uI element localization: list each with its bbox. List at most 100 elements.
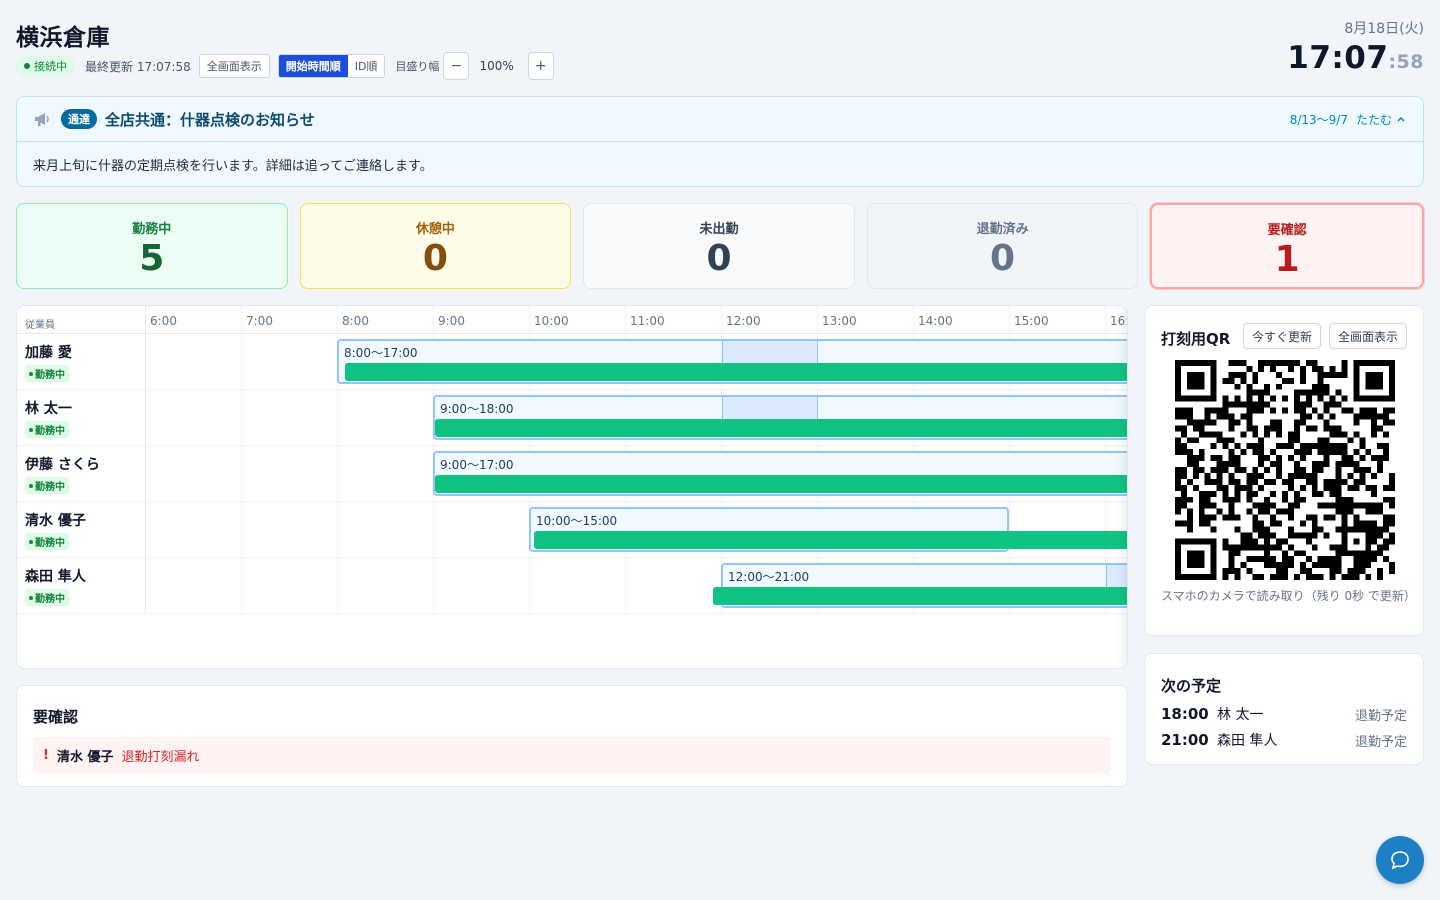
qr-module <box>1276 455 1283 462</box>
stat-working-label: 勤務中 <box>132 222 172 237</box>
stat-on-break[interactable]: 休憩中 0 <box>299 203 572 289</box>
qr-module <box>1175 562 1181 569</box>
hour-label: 16:00 <box>1110 314 1127 328</box>
qr-module <box>1317 461 1324 468</box>
qr-module <box>1329 401 1336 408</box>
timeline-row[interactable]: 伊藤 さくら 勤務中 9:00〜17:00 <box>17 446 1127 502</box>
qr-module <box>1293 461 1300 468</box>
qr-module <box>1389 520 1395 527</box>
qr-module <box>1252 467 1259 473</box>
timeline-row[interactable]: 清水 優子 勤務中 10:00〜15:00 <box>17 502 1127 558</box>
qr-module <box>1389 360 1395 366</box>
chat-button[interactable] <box>1376 836 1424 884</box>
qr-module <box>1192 419 1199 426</box>
qr-module <box>1180 472 1187 479</box>
shift-timeline[interactable]: 従業員 6:00 7:00 8:00 9:00 10:00 11:00 12:00 13:00… <box>16 305 1128 669</box>
actual-work-bar[interactable] <box>434 475 1127 493</box>
scale-label: 目盛り幅 <box>395 60 440 73</box>
qr-module <box>1329 544 1336 551</box>
qr-module <box>1180 395 1187 402</box>
qr-module <box>1383 526 1390 533</box>
qr-module <box>1389 419 1395 426</box>
qr-module <box>1252 407 1259 414</box>
actual-work-bar[interactable] <box>533 531 1127 549</box>
qr-module <box>1335 431 1342 438</box>
qr-module <box>1383 395 1390 402</box>
timeline-row[interactable]: 森田 隼人 勤務中 12:00〜21:00 <box>17 558 1127 614</box>
qr-module <box>1377 443 1384 450</box>
qr-module <box>1323 401 1330 408</box>
sort-by-id[interactable]: ID順 <box>347 55 385 77</box>
qr-module <box>1389 484 1395 491</box>
qr-module <box>1329 443 1336 450</box>
qr-module <box>1222 443 1229 450</box>
qr-module <box>1311 443 1318 450</box>
qr-fullscreen-button[interactable]: 全画面表示 <box>1329 323 1408 349</box>
hour-label: 7:00 <box>246 314 273 328</box>
qr-module <box>1305 478 1312 485</box>
qr-refresh-button[interactable]: 今すぐ更新 <box>1243 323 1322 349</box>
notice-tag: 通達 <box>61 109 97 129</box>
qr-module <box>1175 556 1181 563</box>
qr-module <box>1311 544 1318 551</box>
qr-module <box>1192 461 1199 468</box>
qr-module <box>1210 562 1217 569</box>
timeline-row[interactable]: 林 太一 勤務中 9:00〜18:00 <box>17 390 1127 446</box>
qr-module <box>1311 407 1318 414</box>
stat-clocked-out[interactable]: 退勤済み 0 <box>866 203 1139 289</box>
qr-module <box>1198 377 1205 384</box>
qr-module <box>1240 562 1247 569</box>
stats-row: 勤務中 5 休憩中 0 未出勤 0 退勤済み 0 要確認 1 <box>16 203 1424 289</box>
qr-module <box>1335 502 1342 509</box>
qr-module <box>1246 389 1253 396</box>
qr-module <box>1317 467 1324 473</box>
qr-module <box>1175 407 1181 414</box>
qr-module <box>1204 538 1211 545</box>
megaphone-icon <box>33 110 53 128</box>
qr-module <box>1210 395 1217 402</box>
timeline-row[interactable]: 加藤 愛勤務中 8:00〜17:00 <box>17 334 1127 390</box>
alert-item[interactable]: ! 清水 優子 退勤打刻漏れ <box>33 737 1111 773</box>
qr-module <box>1341 443 1348 450</box>
notice-collapse-button[interactable]: たたむ <box>1356 111 1407 128</box>
qr-module <box>1299 389 1306 396</box>
qr-module <box>1341 496 1348 503</box>
qr-module <box>1353 365 1360 372</box>
zoom-in-button[interactable]: + <box>527 52 554 80</box>
qr-module <box>1347 502 1354 509</box>
qr-module <box>1216 478 1223 485</box>
qr-module <box>1365 383 1372 390</box>
qr-module <box>1389 377 1395 384</box>
fullscreen-button[interactable]: 全画面表示 <box>198 54 270 78</box>
actual-work-bar[interactable] <box>713 587 1127 605</box>
qr-module <box>1180 502 1187 509</box>
employee-status-badge: 勤務中 <box>25 589 69 606</box>
qr-module <box>1264 526 1271 533</box>
qr-module <box>1240 532 1247 539</box>
actual-work-bar[interactable] <box>434 419 1127 437</box>
qr-module <box>1258 520 1265 527</box>
qr-module <box>1377 461 1384 468</box>
stat-needs-check[interactable]: 要確認 1 <box>1150 203 1424 289</box>
notice-body: 来月上旬に什器の定期点検を行います。詳細は追ってご連絡します。 <box>33 158 433 174</box>
stat-working[interactable]: 勤務中 5 <box>16 203 288 289</box>
notice-header: 通達 全店共通：什器点検のお知らせ 8/13〜9/7 たたむ <box>17 97 1423 142</box>
stat-not-clocked-in[interactable]: 未出勤 0 <box>583 203 855 289</box>
qr-module <box>1329 502 1336 509</box>
qr-module <box>1216 407 1223 414</box>
qr-module <box>1353 413 1360 420</box>
qr-module <box>1282 395 1288 402</box>
qr-module <box>1287 443 1294 450</box>
qr-module <box>1210 550 1217 557</box>
qr-module <box>1264 496 1271 503</box>
qr-module <box>1323 478 1330 485</box>
actual-work-bar[interactable] <box>344 363 1127 381</box>
qr-module <box>1341 520 1348 527</box>
qr-module <box>1264 562 1271 569</box>
hour-label: 11:00 <box>630 314 665 328</box>
qr-module <box>1234 514 1241 521</box>
qr-module <box>1365 574 1372 580</box>
zoom-out-button[interactable]: − <box>443 52 470 80</box>
sort-by-start-time[interactable]: 開始時間順 <box>278 55 348 77</box>
qr-module <box>1264 425 1271 432</box>
